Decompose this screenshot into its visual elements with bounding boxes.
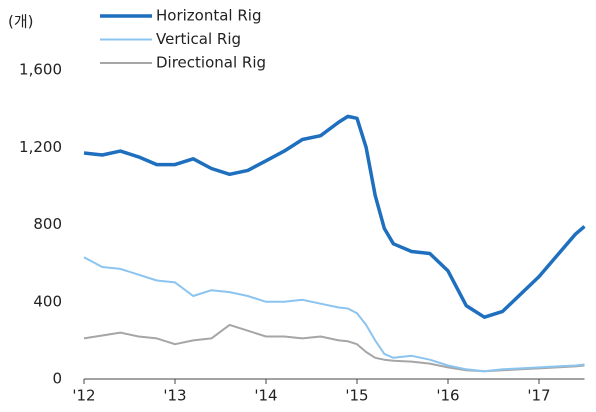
- x-tick-label: '13: [163, 387, 186, 405]
- x-tick-label: '14: [254, 387, 277, 405]
- series-line: [83, 256, 585, 373]
- x-tick-label: '17: [527, 387, 550, 405]
- y-tick-label: 1,600: [19, 61, 62, 79]
- series-line: [83, 114, 586, 319]
- legend-label: Vertical Rig: [156, 30, 241, 48]
- y-tick-label: 1,200: [19, 138, 62, 156]
- legend-label: Horizontal Rig: [156, 7, 261, 25]
- y-tick-label: 0: [52, 370, 62, 388]
- x-tick-label: '12: [72, 387, 95, 405]
- series-line: [83, 323, 585, 373]
- y-tick-label: 800: [33, 215, 62, 233]
- legend-label: Directional Rig: [156, 54, 266, 72]
- x-tick-label: '15: [345, 387, 368, 405]
- x-tick-label: '16: [436, 387, 459, 405]
- y-tick-label: 400: [33, 292, 62, 310]
- y-axis-label: (개): [8, 13, 34, 31]
